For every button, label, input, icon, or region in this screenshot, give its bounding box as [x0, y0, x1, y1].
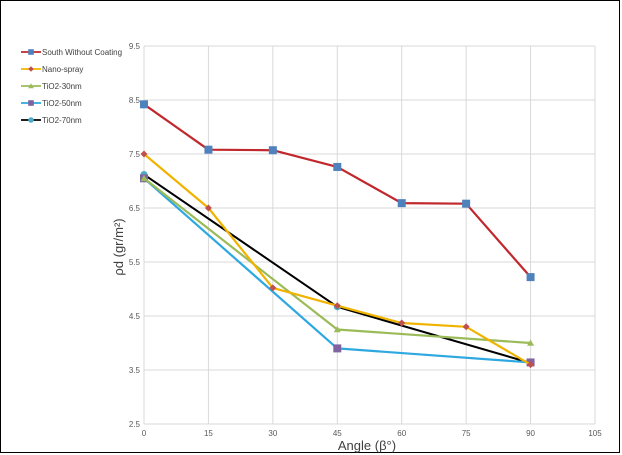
legend-item: TiO2-50nm — [21, 99, 82, 108]
legend-label: TiO2-50nm — [42, 99, 82, 108]
x-tick-label: 90 — [526, 429, 535, 438]
legend-label: South Without Coating — [42, 48, 122, 57]
y-tick-label: 7.5 — [129, 150, 141, 159]
series-group — [140, 100, 535, 369]
data-point — [269, 284, 277, 292]
data-point — [268, 146, 277, 155]
legend-swatch-marker — [28, 66, 34, 72]
legend-item: Nano-spray — [21, 65, 83, 74]
legend-swatch-marker — [28, 117, 34, 123]
y-tick-label: 9.5 — [129, 42, 141, 51]
data-point — [333, 302, 341, 310]
y-axis-ticks: 2.5 3.5 4.5 5.5 6.5 7.5 8.5 9.5 — [129, 42, 141, 429]
legend-label: Nano-spray — [42, 65, 83, 74]
legend-swatch-marker — [28, 83, 34, 89]
x-axis-title: Angle (β°) — [338, 438, 396, 453]
y-tick-label: 6.5 — [129, 204, 141, 213]
x-tick-label: 45 — [333, 429, 342, 438]
series-south-without-coating — [140, 100, 535, 282]
y-tick-label: 3.5 — [129, 366, 141, 375]
y-tick-label: 5.5 — [129, 258, 141, 267]
y-axis-title: ρd (gr/m²) — [111, 218, 126, 275]
series-tio2-30nm — [140, 174, 535, 346]
x-tick-label: 30 — [268, 429, 277, 438]
x-tick-label: 75 — [462, 429, 471, 438]
data-point — [140, 150, 148, 158]
legend-label: TiO2-30nm — [42, 82, 82, 91]
y-tick-label: 4.5 — [129, 312, 141, 321]
x-tick-label: 105 — [588, 429, 602, 438]
legend: South Without Coating Nano-spray TiO2-30nm… — [21, 48, 122, 125]
data-point — [204, 204, 212, 212]
x-tick-label: 0 — [142, 429, 147, 438]
data-point — [527, 339, 535, 346]
y-tick-label: 8.5 — [129, 96, 141, 105]
legend-item: TiO2-30nm — [21, 82, 82, 91]
x-tick-label: 15 — [204, 429, 213, 438]
x-axis-ticks: 0 15 30 45 60 75 90 105 — [142, 429, 602, 438]
data-point — [140, 100, 148, 109]
grid-lines — [143, 45, 596, 425]
data-point — [462, 199, 471, 208]
legend-label: TiO2-70nm — [42, 116, 82, 125]
data-point — [397, 199, 406, 208]
legend-swatch-marker — [28, 49, 34, 55]
data-point — [204, 145, 213, 154]
data-point — [462, 323, 470, 331]
data-point — [398, 319, 406, 327]
series-nano-spray — [140, 150, 535, 369]
legend-item: TiO2-70nm — [21, 116, 82, 125]
legend-item: South Without Coating — [21, 48, 122, 57]
data-point — [527, 361, 535, 369]
data-point — [140, 174, 148, 182]
data-point — [333, 162, 342, 171]
y-tick-label: 2.5 — [129, 420, 141, 429]
legend-swatch-marker — [28, 100, 34, 106]
x-tick-label: 60 — [397, 429, 406, 438]
data-point — [333, 326, 341, 333]
data-point — [333, 344, 342, 353]
data-point — [526, 273, 535, 282]
